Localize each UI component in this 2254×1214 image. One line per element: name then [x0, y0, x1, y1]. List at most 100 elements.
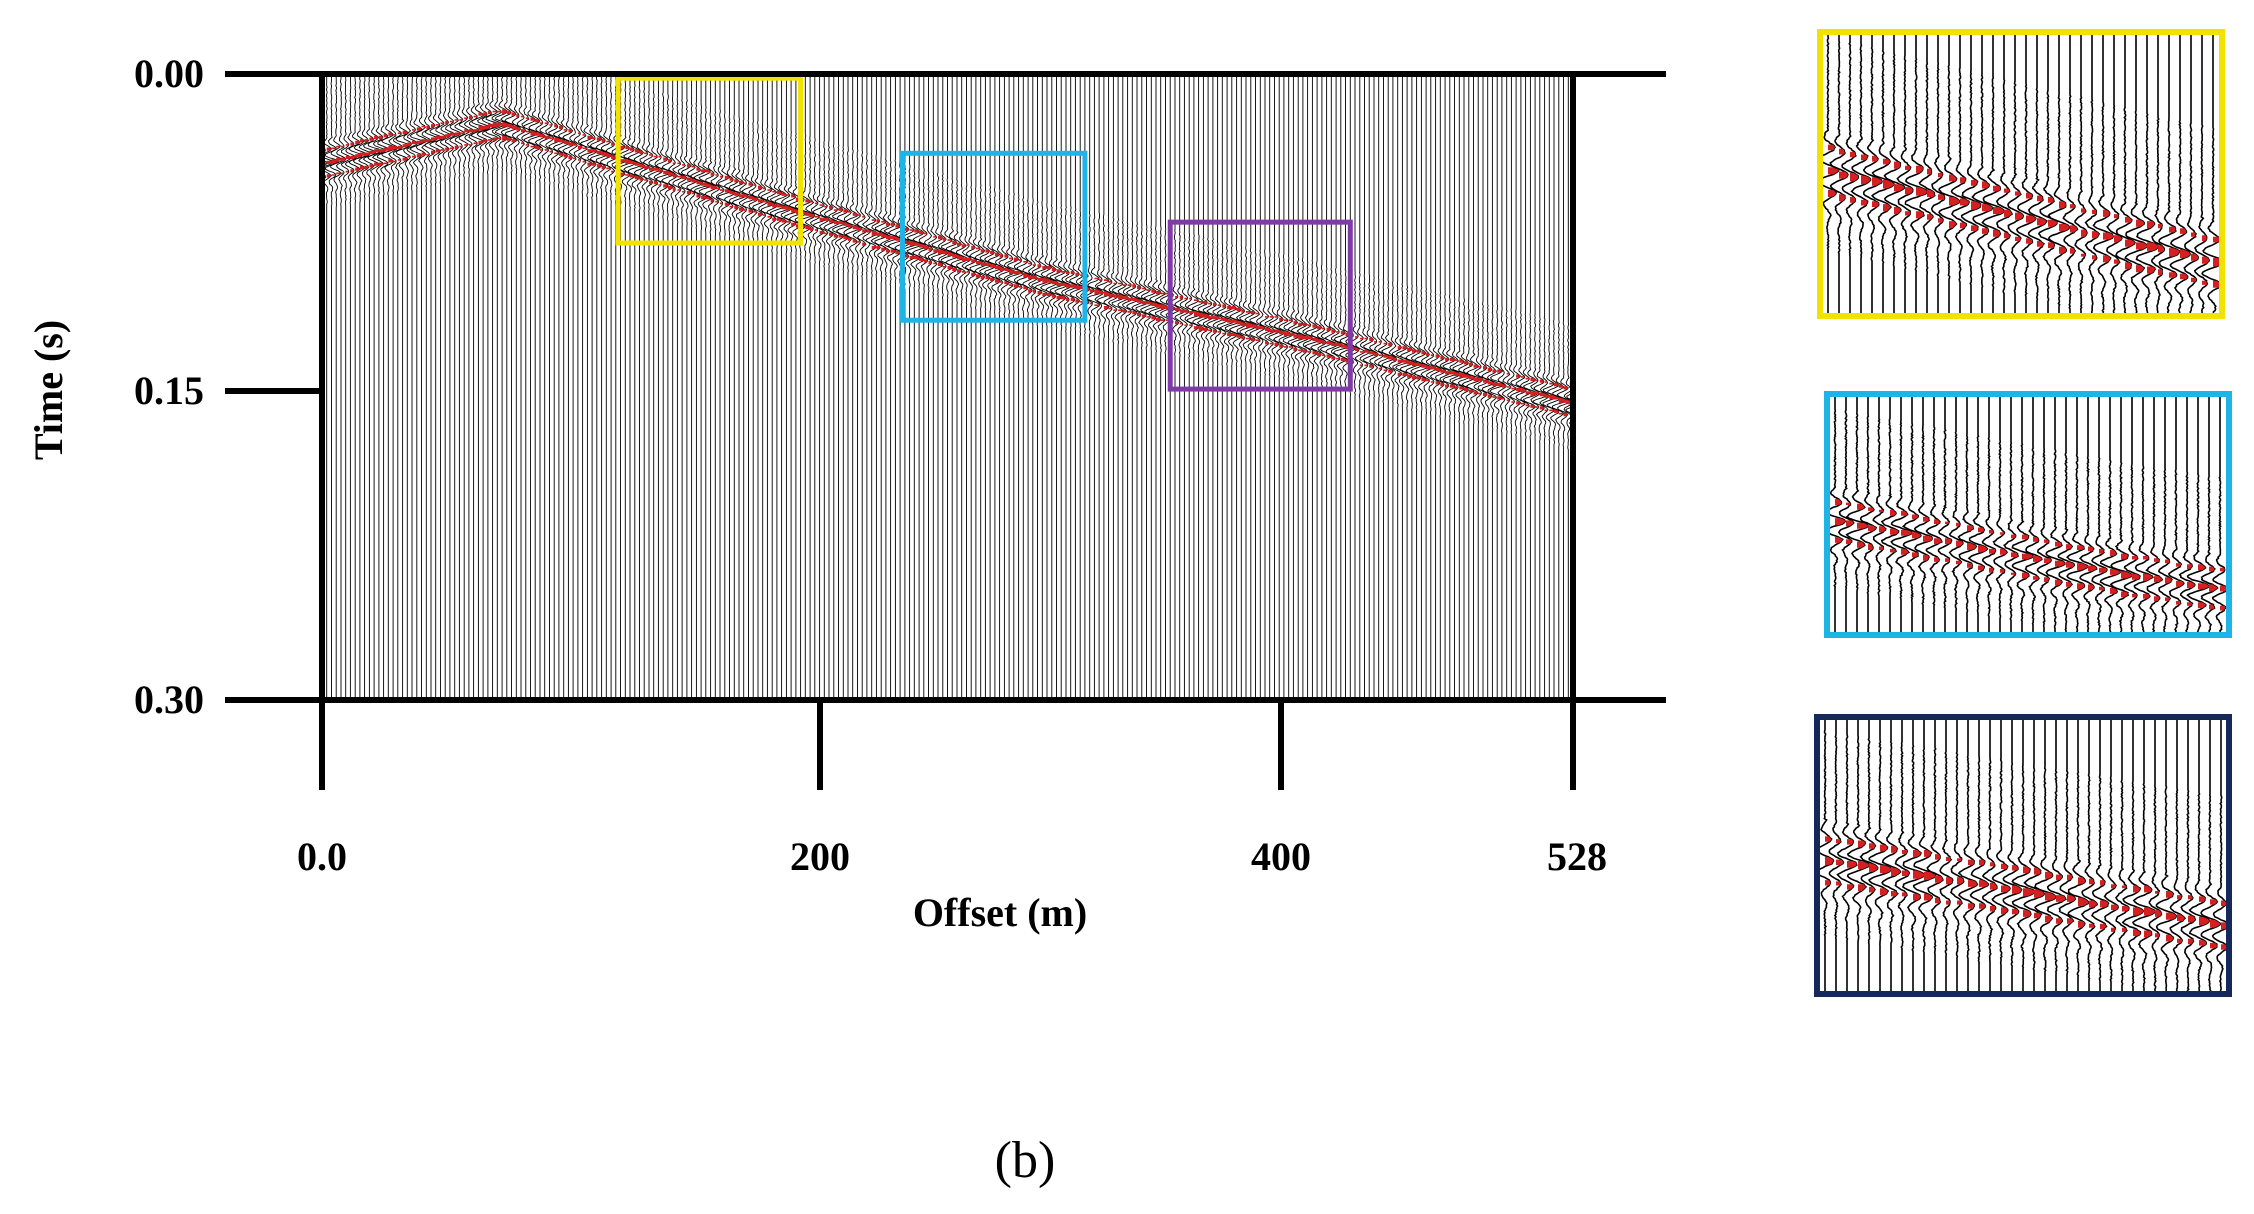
seismic-trace [1542, 74, 1557, 698]
positive-fill [1094, 277, 1100, 280]
positive-fill [952, 267, 957, 271]
positive-fill [1850, 172, 1859, 182]
positive-fill [947, 239, 952, 241]
positive-fill [677, 189, 681, 191]
positive-fill [705, 169, 711, 173]
positive-fill [1968, 859, 1975, 866]
seismic-trace [392, 74, 403, 698]
seismic-trace [494, 74, 510, 698]
positive-fill [577, 159, 581, 161]
positive-fill [938, 235, 943, 240]
inset-blue [1824, 391, 2232, 638]
positive-fill [1487, 394, 1492, 398]
positive-fill [2147, 221, 2155, 229]
positive-fill [933, 249, 939, 253]
positive-fill [544, 122, 549, 125]
positive-fill [1070, 284, 1077, 288]
positive-fill [1265, 341, 1269, 345]
positive-fill [1468, 362, 1473, 367]
positive-fill [2045, 892, 2056, 901]
positive-fill [345, 155, 351, 160]
seismic-trace [1871, 34, 1896, 314]
seismic-trace [766, 74, 779, 698]
seismic-trace [2036, 396, 2052, 633]
positive-fill [1836, 859, 1844, 866]
positive-fill [1359, 364, 1363, 367]
positive-fill [1378, 354, 1384, 357]
positive-fill [1203, 314, 1210, 318]
positive-fill [786, 205, 792, 211]
positive-fill [407, 155, 411, 158]
positive-fill [1051, 281, 1058, 285]
positive-fill [2044, 577, 2050, 582]
seismic-trace [2169, 34, 2191, 314]
positive-fill [862, 229, 867, 233]
seismic-trace [1068, 74, 1083, 698]
seismic-trace [883, 74, 899, 698]
positive-fill [1924, 871, 1936, 881]
positive-fill [1260, 326, 1265, 330]
y-axis-title: Time (s) [26, 320, 71, 460]
positive-fill [1189, 297, 1192, 300]
positive-fill [2103, 209, 2110, 217]
positive-fill [762, 214, 766, 216]
positive-fill [2155, 933, 2160, 938]
seismic-trace [586, 74, 598, 698]
positive-fill [2103, 232, 2113, 240]
positive-fill [909, 229, 914, 231]
positive-fill [2154, 558, 2160, 562]
inset-traces [1822, 34, 2220, 314]
seismic-trace [344, 74, 358, 698]
seismic-trace [1967, 396, 1989, 633]
positive-fill [786, 194, 790, 196]
positive-fill [1241, 309, 1245, 313]
seismic-trace [930, 74, 946, 698]
positive-fill [1956, 540, 1963, 547]
positive-fill [2114, 235, 2122, 243]
positive-fill [577, 145, 582, 150]
seismic-trace [717, 74, 733, 698]
seismic-trace [548, 74, 562, 698]
positive-fill [1858, 840, 1866, 848]
positive-fill [758, 185, 763, 190]
positive-fill [1122, 309, 1127, 313]
seismic-trace [367, 74, 383, 698]
seismic-trace [2186, 396, 2211, 633]
positive-fill [2056, 874, 2063, 881]
positive-fill [549, 150, 553, 153]
positive-fill [2044, 539, 2049, 543]
positive-fill [848, 210, 852, 213]
positive-fill [952, 240, 957, 245]
positive-fill [947, 266, 953, 270]
positive-fill [2202, 280, 2208, 285]
positive-fill [805, 225, 811, 230]
positive-fill [601, 165, 606, 170]
positive-fill [1397, 372, 1402, 377]
seismic-trace [324, 74, 340, 698]
positive-fill [1051, 294, 1056, 298]
positive-fill [516, 127, 521, 131]
seismic-trace [1103, 74, 1115, 698]
positive-fill [957, 269, 961, 273]
positive-fill [748, 182, 753, 186]
positive-fill [1411, 376, 1417, 380]
positive-fill [1901, 529, 1912, 536]
positive-fill [1122, 296, 1129, 300]
positive-fill [2213, 258, 2220, 267]
positive-fill [2081, 208, 2086, 213]
positive-fill [2143, 573, 2153, 581]
positive-fill [2188, 915, 2196, 923]
seismic-panel [322, 74, 1572, 698]
positive-fill [2125, 239, 2135, 247]
positive-fill [715, 174, 719, 176]
positive-fill [734, 205, 739, 210]
seismic-trace [435, 74, 447, 698]
y-tick-label: 0.30 [134, 677, 204, 722]
positive-fill [336, 172, 341, 175]
positive-fill [644, 165, 650, 170]
positive-fill [454, 119, 459, 121]
positive-fill [1464, 361, 1469, 365]
positive-fill [1203, 327, 1208, 332]
positive-fill [497, 110, 502, 113]
positive-fill [1945, 558, 1950, 562]
